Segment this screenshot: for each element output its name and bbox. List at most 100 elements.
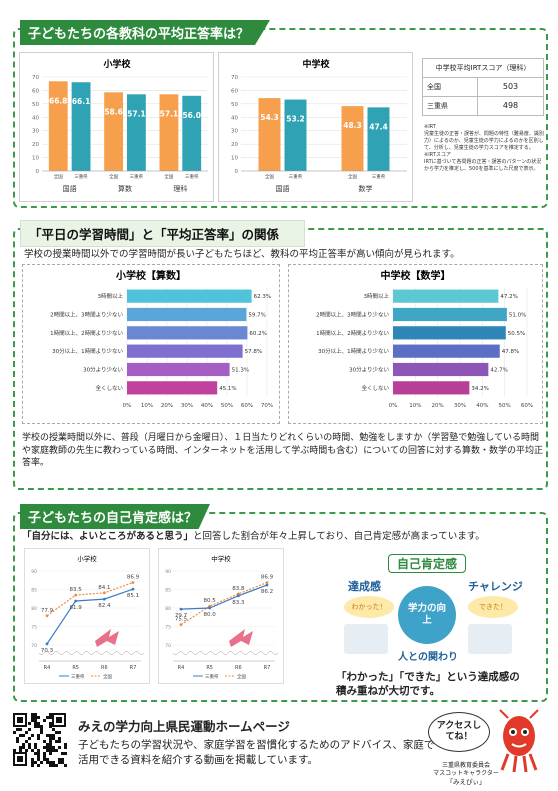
bar-mie xyxy=(127,94,146,171)
self-esteem-lead: 「自分には、よいところがあると思う」と回答した割合が年々上昇しており、自己肯定感… xyxy=(22,530,544,543)
qr-module xyxy=(49,746,52,749)
national-point xyxy=(45,614,49,618)
qr-module xyxy=(49,752,52,755)
qr-module xyxy=(34,713,37,716)
qr-module xyxy=(31,761,34,764)
qr-module xyxy=(52,728,55,731)
qr-module xyxy=(34,761,37,764)
x-tick-label: R7 xyxy=(264,665,271,671)
national-data-label: 84.1 xyxy=(98,585,110,591)
qr-module xyxy=(40,761,43,764)
qr-module xyxy=(31,713,34,716)
mie-point xyxy=(236,594,240,598)
qr-module xyxy=(58,740,61,743)
x-tick-label: R7 xyxy=(130,665,137,671)
mascot-image xyxy=(499,709,539,773)
qr-module xyxy=(31,764,34,767)
x-tick-label: 30% xyxy=(181,403,193,409)
section-title: 子どもたちの自己肯定感は？ xyxy=(20,504,210,529)
diagram-right-label: チャレンジ xyxy=(468,580,523,593)
y-tick-label: 90 xyxy=(31,569,37,575)
qr-module xyxy=(49,725,52,728)
y-tick-label: 80 xyxy=(31,606,37,612)
qr-module xyxy=(64,743,67,746)
qr-module xyxy=(55,764,58,767)
qr-module xyxy=(58,737,61,740)
qr-finder-core xyxy=(56,717,62,723)
y-tick-label: 20 xyxy=(32,142,39,148)
x-tick-label: 60% xyxy=(521,403,533,409)
trend-arrow xyxy=(95,629,119,647)
y-tick-label: 85 xyxy=(165,588,171,594)
y-tick-label: 30 xyxy=(231,129,238,135)
x-category-label: 算数 xyxy=(118,184,132,193)
diagram-bubble-left: わかった！ xyxy=(344,596,394,618)
national-data-label: 80.5 xyxy=(204,598,217,604)
qr-module xyxy=(40,731,43,734)
bar xyxy=(127,326,248,340)
qr-module xyxy=(34,716,37,719)
bar-mie xyxy=(367,107,390,171)
qr-module xyxy=(19,734,22,737)
qr-module xyxy=(34,743,37,746)
row-label: 全くしない xyxy=(361,384,389,392)
x-tick-label: 20% xyxy=(161,403,173,409)
illustration-left xyxy=(344,624,388,654)
legend-tick: 三重県 xyxy=(289,173,303,180)
qr-module xyxy=(37,725,40,728)
national-data-label: 75.5 xyxy=(175,617,188,623)
elementary-study-chart-panel: 小学校【算数】 0% 10% 20% 30% 40% 50% 60% 70% 3時間以上 62.3%… xyxy=(22,264,280,424)
qr-module xyxy=(37,749,40,752)
x-tick-label: 20% xyxy=(432,403,444,409)
qr-module xyxy=(34,722,37,725)
bar-national xyxy=(104,92,123,171)
qr-module xyxy=(52,749,55,752)
qr-module xyxy=(37,737,40,740)
qr-finder-core xyxy=(17,717,23,723)
row-label: 30分より少ない xyxy=(349,366,389,374)
y-tick-label: 60 xyxy=(231,88,238,94)
qr-module xyxy=(28,728,31,731)
x-tick-label: R5 xyxy=(72,665,79,671)
data-label: 60.2% xyxy=(249,331,266,337)
row-label: 30分以上、1時間より少ない xyxy=(52,347,123,355)
qr-module xyxy=(52,761,55,764)
middle-chart-panel: 中学校 0 10 20 30 40 50 60 70 54.3 53.2 全国 三重県 国語 48.3 47.… xyxy=(218,52,413,202)
mie-data-label: 85.1 xyxy=(127,593,139,599)
qr-module xyxy=(22,734,25,737)
qr-module xyxy=(28,737,31,740)
qr-module xyxy=(40,725,43,728)
mie-point xyxy=(45,642,49,646)
data-label: 57.1 xyxy=(127,109,146,118)
qr-code[interactable] xyxy=(12,712,67,767)
data-label: 51.0% xyxy=(509,313,526,319)
qr-module xyxy=(37,764,40,767)
y-tick-label: 70 xyxy=(231,75,238,81)
y-tick-label: 90 xyxy=(165,569,171,575)
footer-title[interactable]: みえの学力向上県民運動ホームページ xyxy=(78,719,290,734)
legend-tick: 全国 xyxy=(265,173,274,180)
bar xyxy=(393,362,489,377)
qr-module xyxy=(37,722,40,725)
qr-module xyxy=(25,740,28,743)
y-tick-label: 50 xyxy=(231,102,238,108)
bar-mie xyxy=(284,99,307,171)
chart-title: 小学校【算数】 xyxy=(115,269,186,282)
qr-module xyxy=(52,734,55,737)
legend-mie-label: 三重県 xyxy=(205,673,219,680)
qr-module xyxy=(31,719,34,722)
x-tick-label: 10% xyxy=(141,403,153,409)
mie-point xyxy=(102,597,106,601)
qr-module xyxy=(49,743,52,746)
qr-module xyxy=(49,713,52,716)
data-label: 58.6 xyxy=(104,107,123,116)
x-tick-label: 30% xyxy=(454,403,466,409)
mie-data-label: 80.0 xyxy=(204,612,217,618)
qr-module xyxy=(64,746,67,749)
middle-esteem-chart: 中学校 90 85 80 75 70 75.5 80.5 83.8 86.9 79.7 80.0 83.… xyxy=(165,554,279,680)
x-tick-label: R6 xyxy=(101,665,108,671)
x-tick-label: 10% xyxy=(409,403,421,409)
bar xyxy=(127,307,247,322)
qr-module xyxy=(28,722,31,725)
